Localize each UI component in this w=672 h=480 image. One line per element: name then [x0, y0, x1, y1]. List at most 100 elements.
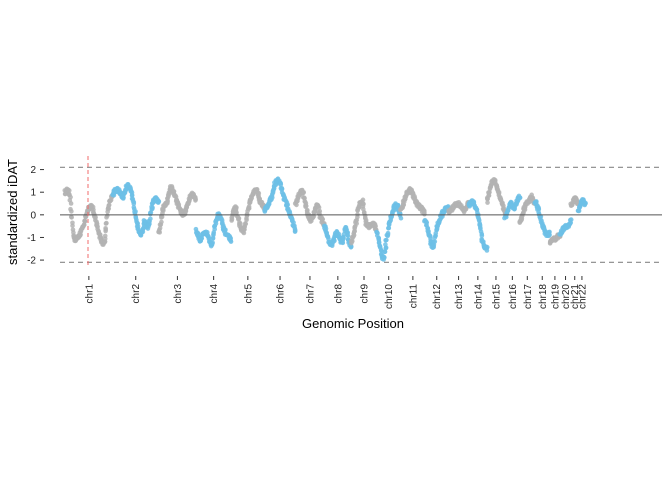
- data-point: [66, 188, 72, 193]
- y-tick-label: -1: [27, 233, 36, 244]
- data-point: [382, 249, 388, 255]
- points-layer: [62, 176, 588, 262]
- data-point: [210, 240, 215, 245]
- x-tick-label: chr16: [508, 284, 519, 309]
- data-point: [105, 213, 110, 218]
- data-point: [69, 215, 74, 220]
- y-tick-label: 0: [30, 210, 36, 221]
- data-point: [360, 197, 366, 203]
- x-tick-label: chr12: [432, 284, 443, 309]
- x-tick-label: chr2: [131, 284, 142, 304]
- data-point: [384, 237, 389, 243]
- series-chr7: [292, 187, 327, 228]
- series-chr3: [156, 184, 198, 235]
- data-point: [205, 230, 210, 235]
- data-point: [238, 221, 243, 226]
- series-chr16: [502, 193, 523, 221]
- data-point: [159, 219, 164, 225]
- data-point: [68, 201, 74, 206]
- data-point: [547, 229, 552, 235]
- data-point: [479, 233, 485, 238]
- series-chr8: [322, 223, 354, 250]
- data-point: [398, 215, 404, 221]
- data-point: [381, 254, 387, 260]
- x-tick-label: chr19: [550, 284, 561, 309]
- data-point: [102, 233, 108, 239]
- data-point: [193, 196, 198, 202]
- data-point: [133, 209, 138, 214]
- x-tick-label: chr4: [209, 284, 220, 304]
- x-tick-label: chr5: [243, 284, 254, 304]
- data-point: [262, 209, 268, 214]
- x-tick-label: chr21: [570, 284, 581, 309]
- x-tick-label: chr13: [454, 284, 465, 309]
- data-point: [70, 223, 75, 229]
- data-point: [131, 201, 137, 207]
- series-chr6: [262, 176, 298, 234]
- x-tick-label: chr11: [408, 284, 419, 309]
- reference-lines: [60, 156, 662, 268]
- data-point: [157, 225, 163, 231]
- x-axis-title: Genomic Position: [302, 316, 404, 331]
- data-point: [104, 220, 109, 226]
- x-tick-label: chr17: [523, 284, 534, 309]
- x-tick-label: chr14: [473, 284, 484, 309]
- data-point: [329, 243, 335, 249]
- y-tick-label: 1: [30, 188, 36, 199]
- data-point: [395, 202, 401, 208]
- x-tick-label: chr18: [538, 284, 549, 309]
- data-point: [78, 232, 83, 237]
- data-point: [385, 230, 391, 236]
- x-tick-label: chr7: [305, 284, 316, 304]
- data-point: [148, 216, 153, 222]
- data-point: [206, 235, 212, 240]
- series-chr18: [532, 199, 552, 239]
- data-point: [82, 218, 87, 224]
- data-point: [432, 239, 438, 244]
- data-point: [484, 248, 490, 253]
- data-point: [292, 228, 298, 234]
- x-tick-label: chr9: [360, 284, 371, 304]
- series-chr21: [568, 195, 581, 209]
- x-tick-label: chr22: [577, 284, 588, 309]
- series-chr19: [547, 232, 563, 246]
- data-point: [199, 236, 204, 242]
- data-point: [517, 195, 523, 201]
- data-point: [150, 205, 155, 210]
- data-point: [340, 240, 346, 246]
- x-tick-label: chr15: [491, 284, 502, 309]
- x-tick-label: chr3: [173, 284, 184, 304]
- series-chr20: [557, 217, 574, 237]
- data-point: [256, 190, 262, 196]
- data-point: [303, 203, 309, 209]
- data-point: [471, 199, 477, 205]
- series-chr10: [374, 201, 404, 262]
- x-tick-label: chr20: [561, 284, 572, 309]
- data-point: [345, 233, 351, 239]
- series-chr1: [62, 186, 116, 247]
- series-chr14: [466, 198, 490, 253]
- data-point: [155, 200, 161, 205]
- x-tick-label: chr10: [384, 284, 395, 309]
- data-point: [129, 193, 135, 198]
- series-chr9: [349, 197, 379, 246]
- data-point: [351, 232, 357, 238]
- data-point: [383, 242, 388, 247]
- data-point: [103, 226, 108, 231]
- x-tick-label: chr1: [84, 284, 95, 304]
- x-tick-label: chr6: [276, 284, 287, 304]
- data-point: [69, 209, 74, 214]
- y-axis: -2 -1 0 1 2: [27, 165, 44, 267]
- data-point: [332, 238, 337, 243]
- series-chr2: [110, 182, 162, 238]
- data-point: [278, 182, 284, 187]
- y-tick-label: -2: [27, 256, 36, 267]
- data-point: [228, 239, 234, 244]
- data-point: [422, 211, 427, 217]
- data-point: [568, 217, 574, 222]
- series-chr11: [398, 186, 427, 217]
- series-chr5: [229, 187, 267, 236]
- series-chr15: [484, 176, 508, 217]
- data-point: [242, 221, 248, 226]
